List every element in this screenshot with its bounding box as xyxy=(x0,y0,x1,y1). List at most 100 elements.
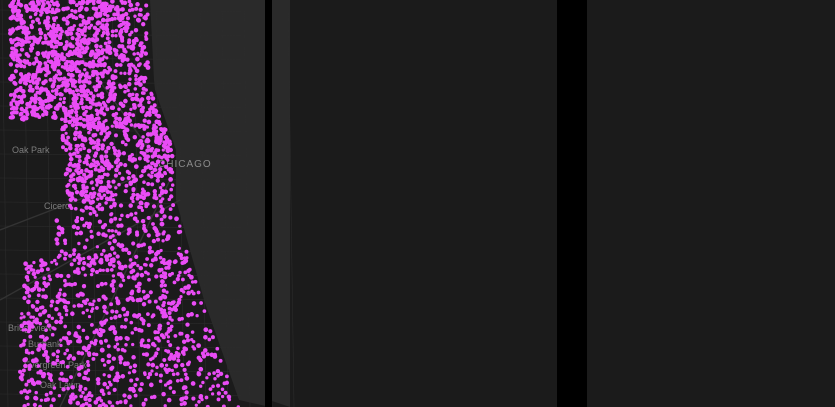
incident-dot xyxy=(74,110,79,115)
incident-dot xyxy=(36,364,41,368)
incident-dot xyxy=(165,236,171,241)
incident-dot xyxy=(71,0,76,5)
incident-dot xyxy=(87,344,92,348)
map-panel-1[interactable]: Oak ParkCiceroCHICAGOBridgeviewBurbankEv… xyxy=(0,0,265,407)
incident-dot xyxy=(158,379,163,383)
incident-dot xyxy=(115,153,121,158)
map-panel-2[interactable]: ParkElmwood ParkMaywoodOak ParkCiceroCHI… xyxy=(272,0,557,407)
incident-dot xyxy=(100,252,104,257)
incident-dot xyxy=(48,77,53,82)
incident-dot xyxy=(38,404,43,407)
incident-dot xyxy=(123,247,129,252)
incident-dot xyxy=(143,156,149,162)
incident-dot xyxy=(128,66,132,71)
incident-dot xyxy=(22,59,27,64)
incident-dot xyxy=(103,6,108,11)
incident-dot xyxy=(77,51,82,56)
incident-dot xyxy=(131,92,135,97)
incident-dot xyxy=(133,27,139,33)
incident-dot xyxy=(146,95,151,101)
incident-dot xyxy=(161,271,166,275)
incident-dot xyxy=(11,10,15,14)
incident-dot xyxy=(174,350,179,355)
incident-dot xyxy=(28,100,33,104)
incident-dot xyxy=(18,53,22,57)
incident-dot xyxy=(116,223,121,228)
incident-dot xyxy=(68,156,74,162)
incident-dot xyxy=(89,169,94,174)
incident-dot xyxy=(168,207,173,212)
incident-dot xyxy=(226,394,232,400)
incident-dot xyxy=(71,152,76,156)
incident-dot xyxy=(213,376,217,381)
incident-dot xyxy=(63,283,67,288)
incident-dot xyxy=(78,28,83,33)
incident-dot xyxy=(191,301,197,306)
incident-dot xyxy=(163,383,168,387)
incident-dot xyxy=(163,135,169,140)
incident-dot xyxy=(89,23,94,28)
incident-dot xyxy=(115,254,120,259)
incident-dot xyxy=(161,148,165,152)
incident-dot xyxy=(87,155,91,160)
incident-dot xyxy=(153,353,158,358)
incident-dot xyxy=(65,59,69,64)
incident-dot xyxy=(35,17,40,23)
incident-dot xyxy=(178,270,182,275)
incident-dot xyxy=(64,131,68,135)
incident-dot xyxy=(140,76,146,81)
incident-dot xyxy=(85,97,90,101)
incident-dot xyxy=(218,371,224,377)
incident-dot xyxy=(83,25,88,30)
incident-dot xyxy=(111,287,116,291)
incident-dot xyxy=(130,289,135,294)
incident-dot xyxy=(65,348,70,353)
incident-dot xyxy=(129,212,134,217)
incident-dot xyxy=(89,272,94,277)
incident-dot xyxy=(81,390,85,395)
incident-dot xyxy=(163,283,167,288)
incident-dot xyxy=(37,343,43,348)
incident-dot xyxy=(82,256,86,261)
incident-dot xyxy=(96,331,102,336)
incident-dot xyxy=(62,76,67,81)
incident-dot xyxy=(168,177,173,182)
incident-dot xyxy=(139,328,144,333)
incident-dot xyxy=(207,372,212,376)
incident-dot xyxy=(31,7,36,12)
incident-dot xyxy=(56,231,61,237)
incident-dot xyxy=(179,287,184,293)
incident-dot xyxy=(154,168,158,172)
incident-dot xyxy=(27,294,32,298)
incident-dot xyxy=(84,45,90,51)
incident-dot xyxy=(131,45,136,50)
incident-dot xyxy=(106,353,112,359)
incident-dot xyxy=(59,360,63,365)
incident-dot xyxy=(155,249,161,255)
incident-dot xyxy=(94,352,99,357)
incident-dot xyxy=(212,354,218,359)
incident-dot xyxy=(78,43,83,48)
incident-dot xyxy=(159,333,165,338)
incident-dot xyxy=(151,129,157,135)
incident-dot xyxy=(99,185,104,191)
incident-dot xyxy=(204,395,209,400)
incident-dot xyxy=(61,298,66,303)
incident-dot xyxy=(172,280,177,285)
incident-dot xyxy=(24,395,30,401)
incident-dot xyxy=(140,187,145,192)
incident-dot xyxy=(201,380,205,385)
incident-dot xyxy=(78,388,82,392)
map-canvas: ParkElmwood ParkMaywoodOak ParkCiceroCHI… xyxy=(272,0,295,407)
incident-dot xyxy=(139,97,145,102)
incident-dot xyxy=(125,213,130,219)
incident-dot xyxy=(95,83,100,89)
incident-dot xyxy=(55,354,60,359)
incident-dot xyxy=(110,29,115,34)
incident-dot xyxy=(88,172,94,177)
incident-dot xyxy=(142,118,147,123)
incident-dot xyxy=(68,64,73,68)
incident-dot xyxy=(52,115,58,121)
incident-dot xyxy=(47,3,52,8)
